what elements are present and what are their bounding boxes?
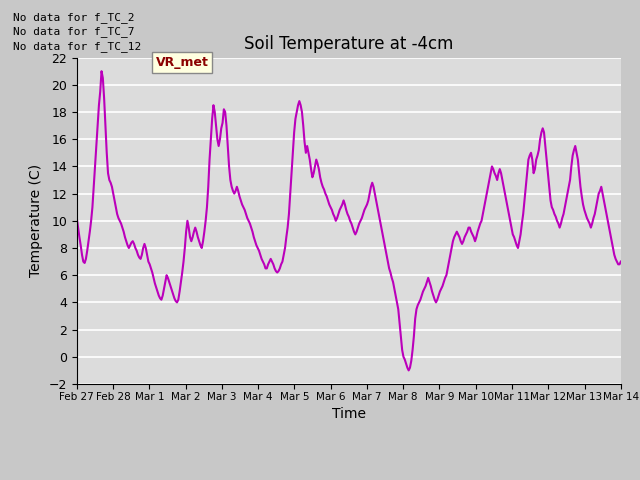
Y-axis label: Temperature (C): Temperature (C) [29,164,43,277]
Text: No data for f_TC_2: No data for f_TC_2 [13,12,134,23]
X-axis label: Time: Time [332,407,366,421]
Text: No data for f_TC_7: No data for f_TC_7 [13,26,134,37]
Title: Soil Temperature at -4cm: Soil Temperature at -4cm [244,35,454,53]
Text: VR_met: VR_met [156,56,209,69]
Text: No data for f_TC_12: No data for f_TC_12 [13,41,141,52]
Legend: Tair: Tair [312,476,386,480]
